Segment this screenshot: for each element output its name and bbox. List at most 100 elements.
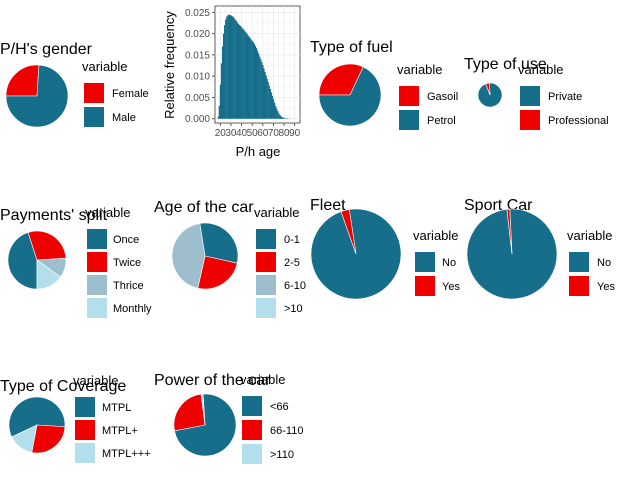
sport-car-legend-label-yes: Yes xyxy=(597,281,615,293)
histogram-bar xyxy=(235,20,237,119)
type-of-coverage-slice-mtpl xyxy=(11,424,38,453)
type-of-use-title: Type of use xyxy=(464,56,547,73)
histogram-ytick-label: 0.000 xyxy=(185,114,210,125)
type-of-coverage-slice-mtpl xyxy=(8,396,66,438)
histogram-xtick-label: 40 xyxy=(236,128,248,139)
power-of-the-car-legend-key-66-110 xyxy=(242,420,262,440)
histogram-ytick-label: 0.015 xyxy=(185,50,210,61)
histogram-bar xyxy=(227,15,229,119)
sport-car-legend-key-no xyxy=(569,252,589,272)
histogram-ytick-label: 0.020 xyxy=(185,29,210,40)
histogram-bar xyxy=(228,14,230,119)
histogram-bar xyxy=(241,27,243,119)
histogram-xtick-label: 80 xyxy=(279,128,291,139)
histogram-bar xyxy=(237,23,240,119)
histogram-bar xyxy=(268,85,270,119)
p-h-s-gender-title: P/H's gender xyxy=(0,41,93,58)
age-of-the-car-legend-key-10 xyxy=(256,298,276,318)
type-of-coverage-legend-label-mtpl: MTPL xyxy=(102,402,131,414)
histogram-bar xyxy=(233,18,235,119)
fleet-legend-label-no: No xyxy=(442,257,456,269)
payments-split-legend-label-monthly: Monthly xyxy=(113,303,152,315)
histogram-bar xyxy=(246,33,248,119)
type-of-fuel-legend-label-petrol: Petrol xyxy=(427,115,456,127)
histogram-bar xyxy=(283,117,285,119)
type-of-coverage-legend-key-mtpl xyxy=(75,397,95,417)
age-of-the-car-slice-2-5 xyxy=(197,255,238,290)
histogram-bar xyxy=(221,46,224,119)
power-of-the-car-legend-label-66-110: 66-110 xyxy=(270,425,303,437)
type-of-coverage-legend-key-mtpl xyxy=(75,443,95,463)
histogram-bar xyxy=(270,92,273,119)
histogram-xtick-label: 90 xyxy=(289,128,301,139)
p-h-s-gender-slice-female xyxy=(5,64,40,97)
histogram-bar xyxy=(220,63,223,119)
histogram-bar xyxy=(264,71,266,119)
p-h-s-gender-legend-label-female: Female xyxy=(112,88,149,100)
histogram-bar xyxy=(269,88,271,119)
type-of-fuel-legend-key-gasoil xyxy=(399,86,419,106)
histogram-bar xyxy=(260,59,262,119)
payments-split-legend-label-once: Once xyxy=(113,234,139,246)
type-of-use-legend-label-private: Private xyxy=(548,91,582,103)
histogram-bar xyxy=(249,37,251,119)
payments-split-legend-key-twice xyxy=(87,252,107,272)
fleet-legend-key-no xyxy=(415,252,435,272)
histogram-bar xyxy=(219,84,222,119)
type-of-coverage-legend-key-mtpl xyxy=(75,420,95,440)
payments-split-title: Payments' split xyxy=(0,207,108,224)
histogram-bar xyxy=(255,48,258,119)
histogram-bar xyxy=(248,36,250,119)
histogram-bar xyxy=(278,113,280,119)
histogram-bar xyxy=(229,14,231,119)
payments-split-slice-once xyxy=(7,232,38,290)
age-of-the-car-title: Age of the car xyxy=(154,199,254,216)
type-of-fuel-legend-label-gasoil: Gasoil xyxy=(427,91,458,103)
payments-split-legend-key-once xyxy=(87,229,107,249)
age-of-the-car-slice-0-1 xyxy=(199,222,239,264)
power-of-the-car-legend-key-110 xyxy=(242,444,262,464)
histogram-bar xyxy=(247,35,249,119)
p-h-s-gender-legend-key-female xyxy=(84,83,104,103)
histogram-bar xyxy=(280,116,282,119)
payments-split-legend-key-monthly xyxy=(87,298,107,318)
type-of-fuel-title: Type of fuel xyxy=(310,39,393,56)
p-h-s-gender-legend-key-male xyxy=(84,107,104,127)
p-h-s-gender-slice-male xyxy=(5,64,69,128)
type-of-fuel-slice-gasoil xyxy=(318,63,364,96)
fleet-slice-yes xyxy=(340,209,357,255)
age-of-the-car-legend-label-2-5: 2-5 xyxy=(284,257,300,269)
payments-split-legend-key-thrice xyxy=(87,275,107,295)
histogram-bar xyxy=(272,99,275,119)
type-of-fuel-legend-title: variable xyxy=(397,62,443,77)
histogram-bar xyxy=(267,82,269,119)
age-of-the-car-legend-title: variable xyxy=(254,205,300,220)
fleet-legend-label-yes: Yes xyxy=(442,281,460,293)
histogram-bar xyxy=(224,25,226,119)
p-h-s-gender-legend-title: variable xyxy=(82,59,128,74)
type-of-coverage-legend-label-mtpl: MTPL+ xyxy=(102,425,138,437)
histogram-bar xyxy=(265,75,267,119)
payments-split-legend-label-twice: Twice xyxy=(113,257,141,269)
histogram-bar xyxy=(261,62,263,119)
payments-split-legend-title: variable xyxy=(85,205,131,220)
histogram-ytick-label: 0.010 xyxy=(185,72,210,83)
histogram-ytick-label: 0.005 xyxy=(185,93,210,104)
type-of-use-legend-key-professional xyxy=(520,110,540,130)
histogram-bar xyxy=(234,19,236,119)
histogram-bar xyxy=(266,78,268,119)
histogram-bar xyxy=(256,50,259,119)
histogram-xtick-label: 70 xyxy=(268,128,280,139)
type-of-coverage-legend-label-mtpl: MTPL+++ xyxy=(102,448,151,460)
payments-split-slice-monthly xyxy=(36,259,61,290)
type-of-coverage-legend-title: variable xyxy=(73,373,119,388)
power-of-the-car-legend-title: variable xyxy=(240,372,286,387)
sport-car-slice-no xyxy=(466,208,558,300)
sport-car-legend-label-no: No xyxy=(597,257,611,269)
histogram-bar xyxy=(225,19,227,119)
histogram-bar xyxy=(276,108,278,119)
histogram-xlabel: P/h age xyxy=(236,144,281,159)
type-of-use-legend-title: variable xyxy=(518,62,564,77)
histogram-bar xyxy=(236,22,239,119)
sport-car-legend-title: variable xyxy=(567,228,613,243)
